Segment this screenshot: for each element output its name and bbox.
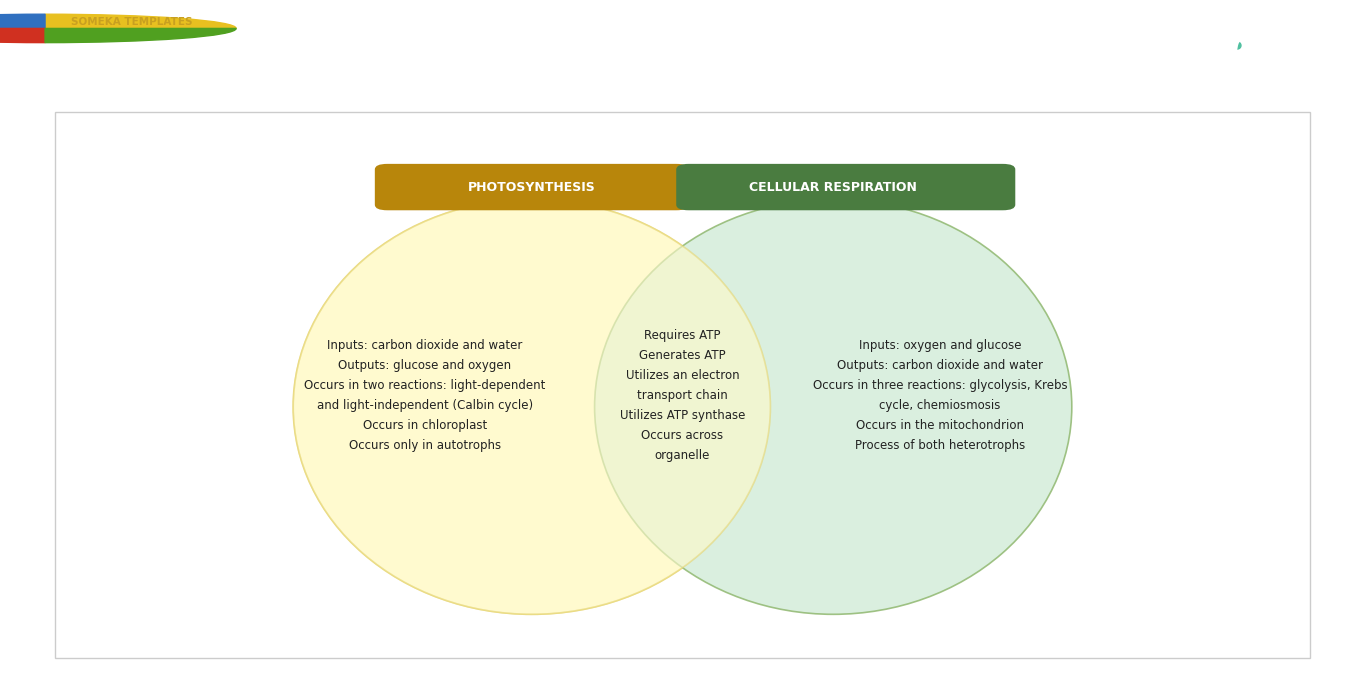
Ellipse shape [293,199,770,615]
FancyBboxPatch shape [375,164,689,210]
Ellipse shape [595,199,1072,615]
Wedge shape [45,14,236,29]
FancyBboxPatch shape [55,112,1310,658]
Text: SOMEKA TEMPLATES: SOMEKA TEMPLATES [71,18,192,27]
FancyBboxPatch shape [676,164,1016,210]
Text: PHOTOSYNTHESIS: PHOTOSYNTHESIS [468,181,595,194]
Text: PHOTOSYNTHESIS AND CELLULAR RESPIRATION VENN DIAGRAM: PHOTOSYNTHESIS AND CELLULAR RESPIRATION … [71,59,620,74]
Text: Requires ATP
Generates ATP
Utilizes an electron
transport chain
Utilizes ATP syn: Requires ATP Generates ATP Utilizes an e… [620,330,745,463]
Wedge shape [0,29,45,43]
Text: Inputs: carbon dioxide and water
Outputs: glucose and oxygen
Occurs in two react: Inputs: carbon dioxide and water Outputs… [304,340,546,452]
Text: Inputs: oxygen and glucose
Outputs: carbon dioxide and water
Occurs in three rea: Inputs: oxygen and glucose Outputs: carb… [812,340,1067,452]
Text: CELLULAR RESPIRATION: CELLULAR RESPIRATION [749,181,917,194]
Wedge shape [45,29,236,43]
Text: someka: someka [1192,32,1324,60]
Ellipse shape [293,199,770,615]
Wedge shape [0,14,45,29]
